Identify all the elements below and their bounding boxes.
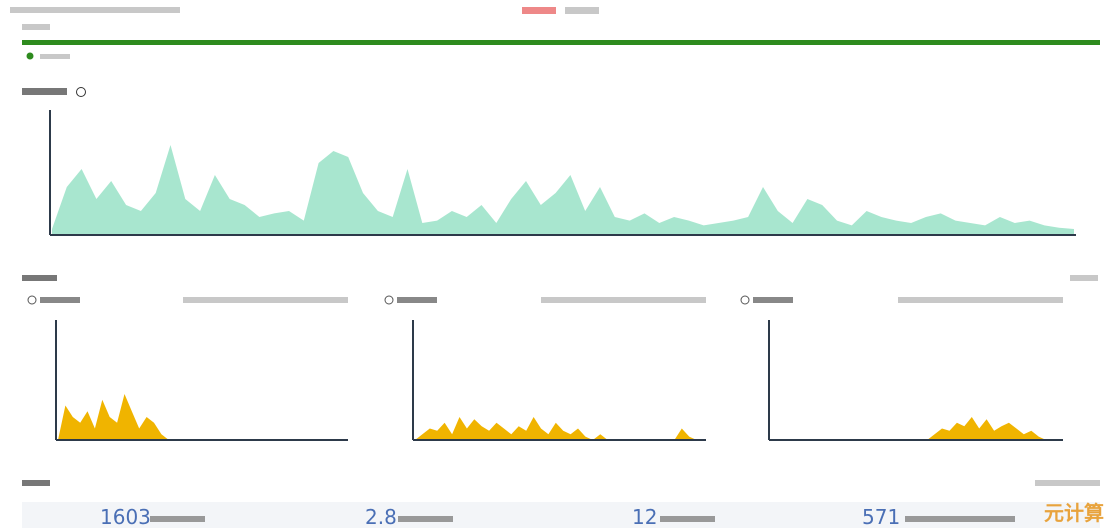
stat-value: 571 [862,505,900,528]
tab[interactable] [565,7,599,14]
info-icon[interactable] [76,87,86,97]
stat-label [398,516,453,522]
tab-active[interactable] [522,7,556,14]
legend-dot [26,52,34,60]
chart-meta [541,297,706,303]
section-title [22,480,50,486]
stat-label [905,516,1015,522]
chart-meta [183,297,348,303]
section-title [22,275,57,281]
watermark: 元计算 [1044,501,1104,525]
chart-header [40,297,80,303]
stat-label [660,516,715,522]
progress-bar [22,40,1100,45]
chart-header [753,297,793,303]
chart-meta [898,297,1063,303]
avatar [27,295,37,305]
section-title [22,88,67,95]
stat-value: 1603 [100,505,151,528]
area [771,417,1061,440]
area [58,394,346,440]
area [415,417,704,440]
breadcrumb [10,7,180,13]
stat-value: 12 [632,505,657,528]
avatar [384,295,394,305]
stat-value: 2.8 [365,505,397,528]
stat-label [150,516,205,522]
avatar [740,295,750,305]
note [1035,480,1100,486]
stats-panel [22,502,1100,528]
more-link[interactable] [1070,275,1098,281]
chart-header [397,297,437,303]
section-label [22,24,50,30]
area [52,145,1074,235]
legend-text [40,54,70,59]
